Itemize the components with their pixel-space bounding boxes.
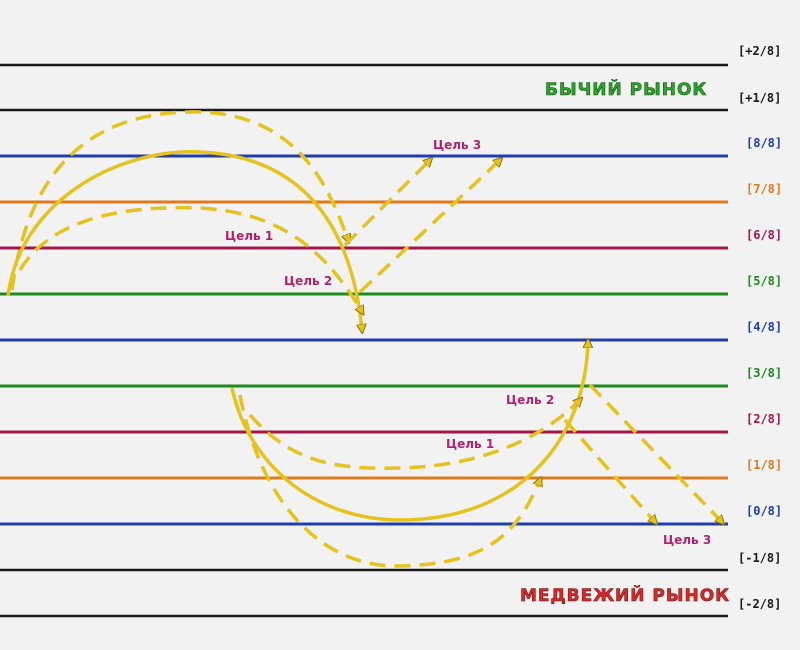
bear-scenario-arrows (230, 342, 722, 568)
level-label-minus-2-8: [-2/8] (738, 597, 781, 611)
level-lines (0, 63, 728, 618)
level-label-6-8: [6/8] (746, 228, 782, 242)
level-label-4-8: [4/8] (746, 320, 782, 334)
bull-target-1-label: Цель 1 (225, 229, 273, 243)
level-label-2-8: [2/8] (746, 412, 782, 426)
level-label-5-8: [5/8] (746, 274, 782, 288)
bear-target-2-label: Цель 2 (506, 393, 554, 407)
bear-dashed-outer-arc-arrow (238, 394, 540, 568)
bull-target-2-label: Цель 2 (284, 274, 332, 288)
bear-target-3-label: Цель 3 (663, 533, 711, 547)
level-label-1-8: [1/8] (746, 458, 782, 472)
bull-dashed-target3-arrow-b (358, 160, 500, 294)
level-label-7-8: [7/8] (746, 182, 782, 196)
level-label-8-8: [8/8] (746, 136, 782, 150)
bear-dashed-inner-arc-arrow (248, 400, 580, 470)
bull-market-label: БЫЧИЙ РЫНОК (545, 78, 707, 100)
level-label-plus-1-8: [+1/8] (738, 91, 781, 105)
target-labels: Цель 1 Цель 2 Цель 3 Цель 1 Цель 2 Цель … (225, 138, 711, 547)
bull-target-3-label: Цель 3 (433, 138, 481, 152)
bull-solid-arc-arrow (6, 150, 362, 330)
bull-dashed-inner-arc-arrow (18, 205, 362, 312)
bear-dashed-target3-arrow-b (588, 383, 722, 522)
bull-dashed-outer-arc-arrow (10, 110, 348, 291)
level-label-minus-1-8: [-1/8] (738, 551, 781, 565)
level-labels: [+2/8] [+1/8] [8/8] [7/8] [6/8] [5/8] [4… (738, 44, 782, 611)
bull-scenario-arrows (6, 110, 500, 330)
bear-market-label: МЕДВЕЖИЙ РЫНОК (520, 584, 730, 606)
level-label-0-8: [0/8] (746, 504, 782, 518)
level-label-plus-2-8: [+2/8] (738, 44, 781, 58)
bull-dashed-target3-arrow-a (343, 160, 430, 247)
bear-target-1-label: Цель 1 (446, 437, 494, 451)
bear-dashed-target3-arrow-a (563, 418, 655, 522)
level-label-3-8: [3/8] (746, 366, 782, 380)
